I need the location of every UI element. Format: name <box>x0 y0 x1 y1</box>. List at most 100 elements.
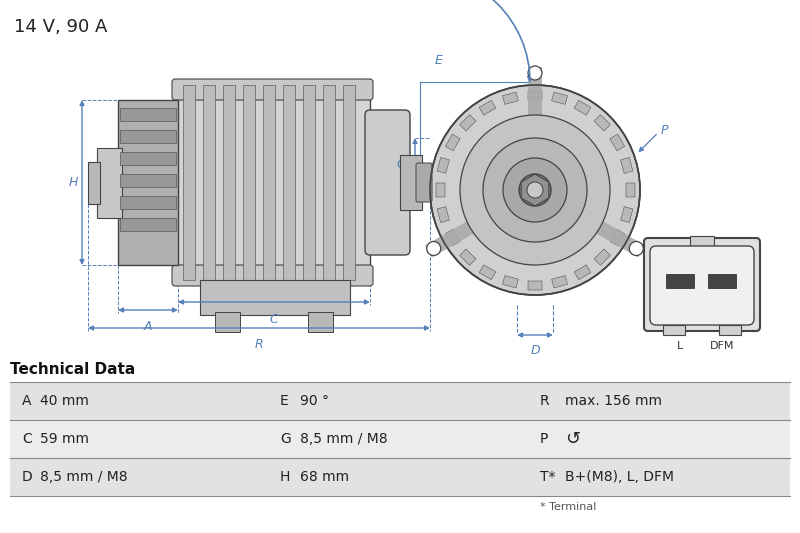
Polygon shape <box>552 92 567 104</box>
Text: A: A <box>22 394 31 408</box>
Polygon shape <box>460 249 476 265</box>
Text: A: A <box>144 320 152 333</box>
Text: G: G <box>280 432 290 446</box>
Polygon shape <box>574 100 591 115</box>
Bar <box>283 85 295 280</box>
Text: 8,5 mm / M8: 8,5 mm / M8 <box>40 470 128 484</box>
Text: P: P <box>660 124 668 137</box>
Polygon shape <box>594 115 610 131</box>
Circle shape <box>519 174 551 206</box>
Polygon shape <box>626 183 634 197</box>
Polygon shape <box>528 91 542 100</box>
Text: L: L <box>677 341 683 351</box>
Bar <box>308 312 333 332</box>
Polygon shape <box>435 183 445 197</box>
Circle shape <box>426 241 441 255</box>
Bar <box>120 108 176 121</box>
Text: C: C <box>270 313 278 326</box>
Bar <box>243 85 255 280</box>
Text: DFM: DFM <box>710 341 734 351</box>
Bar <box>203 85 215 280</box>
Bar <box>10 420 790 458</box>
Text: D: D <box>530 344 540 357</box>
Bar <box>400 155 422 210</box>
Bar <box>120 218 176 231</box>
Polygon shape <box>502 276 518 288</box>
Polygon shape <box>621 157 633 173</box>
Text: ↺: ↺ <box>565 430 580 448</box>
Text: 59 mm: 59 mm <box>40 432 89 446</box>
Bar <box>663 325 685 335</box>
Bar <box>97 148 122 218</box>
Text: 90 °: 90 ° <box>300 394 329 408</box>
Bar <box>120 174 176 187</box>
Text: B+(M8), L, DFM: B+(M8), L, DFM <box>565 470 674 484</box>
Circle shape <box>630 241 643 255</box>
Bar <box>223 85 235 280</box>
Polygon shape <box>446 229 460 246</box>
Text: P: P <box>540 432 548 446</box>
Circle shape <box>527 182 543 198</box>
FancyBboxPatch shape <box>644 238 760 331</box>
Bar <box>690 236 714 246</box>
Circle shape <box>503 158 567 222</box>
Polygon shape <box>552 276 567 288</box>
Text: * Terminal: * Terminal <box>540 502 596 512</box>
Bar <box>323 85 335 280</box>
Text: H: H <box>68 176 78 190</box>
Bar <box>215 312 240 332</box>
Bar <box>200 280 350 315</box>
Polygon shape <box>621 207 633 222</box>
Text: T*: T* <box>540 470 555 484</box>
Text: R: R <box>540 394 550 408</box>
FancyBboxPatch shape <box>416 163 432 202</box>
Bar <box>10 458 790 496</box>
Bar <box>120 130 176 143</box>
Text: 40 mm: 40 mm <box>40 394 89 408</box>
Text: max. 156 mm: max. 156 mm <box>565 394 662 408</box>
Bar <box>303 85 315 280</box>
FancyBboxPatch shape <box>172 79 373 100</box>
Polygon shape <box>528 280 542 289</box>
FancyBboxPatch shape <box>172 265 373 286</box>
FancyBboxPatch shape <box>650 246 754 325</box>
Bar <box>666 274 694 288</box>
Text: R: R <box>254 338 263 351</box>
Polygon shape <box>479 100 496 115</box>
Text: 8,5 mm / M8: 8,5 mm / M8 <box>300 432 388 446</box>
Circle shape <box>483 138 587 242</box>
Polygon shape <box>574 265 591 280</box>
Text: 68 mm: 68 mm <box>300 470 349 484</box>
Polygon shape <box>610 134 625 151</box>
Text: 14 V, 90 A: 14 V, 90 A <box>14 18 107 36</box>
Text: G: G <box>396 157 406 171</box>
Polygon shape <box>479 265 496 280</box>
FancyBboxPatch shape <box>365 110 410 255</box>
Text: E: E <box>280 394 289 408</box>
Polygon shape <box>460 115 476 131</box>
Text: C: C <box>22 432 32 446</box>
Bar <box>708 274 736 288</box>
Polygon shape <box>437 157 450 173</box>
Text: Technical Data: Technical Data <box>10 362 135 377</box>
Text: E: E <box>435 53 443 67</box>
Bar <box>120 196 176 209</box>
Bar <box>10 382 790 420</box>
Circle shape <box>430 85 640 295</box>
Polygon shape <box>502 92 518 104</box>
Circle shape <box>460 115 610 265</box>
Text: H: H <box>280 470 290 484</box>
Bar <box>120 152 176 165</box>
Bar <box>263 85 275 280</box>
Polygon shape <box>610 229 625 246</box>
Polygon shape <box>437 207 450 222</box>
Circle shape <box>528 66 542 80</box>
Bar <box>719 325 741 335</box>
Bar <box>88 162 100 204</box>
Polygon shape <box>446 134 460 151</box>
Bar <box>175 85 370 280</box>
Bar <box>343 85 355 280</box>
Polygon shape <box>594 249 610 265</box>
Text: D: D <box>22 470 33 484</box>
Polygon shape <box>521 174 549 206</box>
